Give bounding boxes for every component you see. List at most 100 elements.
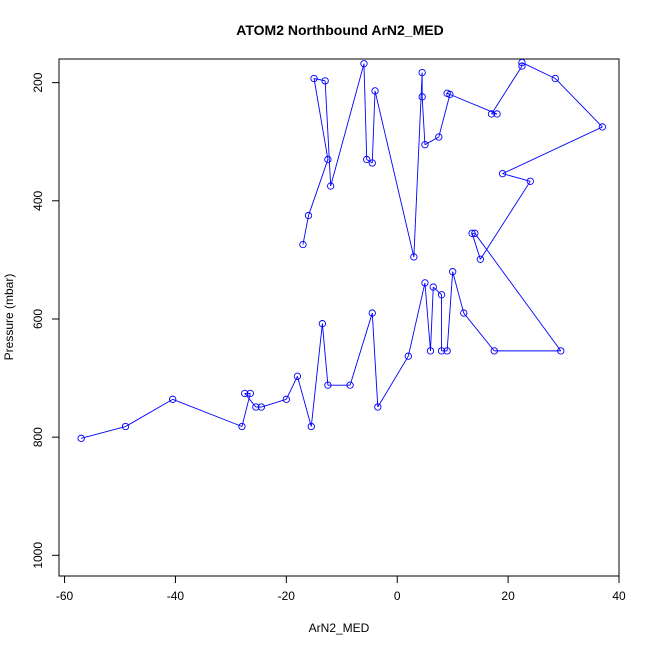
- data-point: [404, 352, 412, 360]
- series-segment: [371, 90, 376, 164]
- data-point: [421, 141, 429, 149]
- series-segment: [374, 90, 415, 258]
- data-point: [346, 381, 354, 389]
- data-point: [77, 434, 85, 442]
- data-point: [449, 268, 457, 276]
- data-point: [518, 58, 526, 67]
- series-segment: [424, 136, 440, 146]
- data-point: [246, 389, 254, 398]
- series-segment: [446, 271, 454, 351]
- series-segment: [172, 398, 243, 427]
- data-point: [121, 422, 130, 431]
- series-segment: [349, 312, 373, 386]
- y-tick-label: 200: [31, 72, 45, 92]
- data-point: [304, 211, 313, 220]
- data-point: [241, 389, 249, 398]
- data-point: [429, 283, 437, 291]
- series-segment: [554, 78, 603, 128]
- series-segment: [244, 393, 257, 408]
- data-series: [77, 58, 607, 442]
- series-segment: [413, 72, 423, 257]
- series-segment: [377, 355, 409, 408]
- series-segment: [446, 92, 498, 115]
- series-segment: [491, 65, 523, 115]
- data-point: [493, 110, 501, 118]
- series-segment: [310, 323, 323, 427]
- data-point: [371, 87, 379, 95]
- data-point: [443, 347, 451, 355]
- data-point: [238, 422, 246, 431]
- x-tick-label: -40: [167, 589, 185, 603]
- data-point: [518, 62, 526, 70]
- data-point: [551, 74, 559, 83]
- series-segment: [502, 173, 531, 182]
- series-segment: [446, 92, 451, 95]
- data-point: [368, 309, 376, 317]
- data-point: [282, 395, 290, 403]
- series-segment: [430, 287, 434, 351]
- data-point: [169, 395, 177, 403]
- data-point: [374, 403, 382, 411]
- series-segment: [424, 282, 431, 351]
- data-point: [526, 177, 534, 185]
- y-tick-label: 800: [31, 427, 45, 447]
- data-point: [437, 291, 446, 299]
- series-segment: [313, 78, 329, 160]
- data-point: [252, 403, 260, 411]
- data-point: [368, 159, 376, 167]
- series-segment: [502, 126, 603, 175]
- x-tick-label: -60: [56, 589, 74, 603]
- data-point: [435, 133, 443, 141]
- data-point: [410, 253, 418, 261]
- data-point: [418, 68, 426, 77]
- series-segment: [480, 181, 531, 260]
- data-point: [363, 155, 371, 164]
- data-point: [421, 279, 429, 287]
- series-segment: [324, 80, 332, 187]
- data-point: [327, 182, 335, 190]
- x-tick-label: 0: [394, 589, 401, 603]
- x-tick-label: 40: [612, 589, 626, 603]
- data-point: [598, 123, 607, 131]
- series-segment: [363, 63, 368, 160]
- plot-frame: [58, 58, 620, 577]
- data-point: [426, 347, 435, 355]
- data-point: [437, 347, 446, 355]
- x-axis: -60 -40 -20 0 20 40: [56, 576, 626, 603]
- series-segment: [125, 398, 173, 427]
- series-segment: [321, 323, 329, 386]
- data-point: [293, 372, 302, 380]
- series-segment: [471, 233, 481, 260]
- series-segment: [313, 78, 326, 82]
- series-segment: [452, 271, 465, 314]
- x-tick-label: -20: [278, 589, 296, 603]
- series-segment: [81, 426, 126, 439]
- data-point: [476, 255, 485, 263]
- series-segment: [432, 286, 442, 296]
- series-segment: [330, 63, 365, 187]
- series-segment: [302, 215, 309, 245]
- data-point: [557, 347, 565, 355]
- data-point: [299, 240, 307, 249]
- series-segment: [474, 233, 562, 352]
- data-point: [487, 110, 496, 118]
- x-axis-label: ArN2_MED: [309, 621, 370, 635]
- data-point: [257, 403, 266, 411]
- series-segment: [421, 96, 426, 145]
- series-segment: [521, 62, 556, 79]
- data-point: [318, 320, 327, 328]
- y-axis-label: Pressure (mbar): [2, 274, 16, 361]
- data-point: [324, 381, 332, 389]
- data-point: [324, 155, 332, 164]
- data-point: [468, 229, 476, 237]
- y-tick-label: 1000: [31, 542, 45, 569]
- chart-title: ATOM2 Northbound ArN2_MED: [236, 22, 443, 38]
- data-point: [321, 77, 329, 85]
- data-point: [418, 93, 426, 101]
- data-point: [490, 347, 498, 355]
- x-tick-label: 20: [501, 589, 515, 603]
- series-segment: [463, 312, 495, 352]
- series-segment: [285, 376, 298, 400]
- y-axis: 200 400 600 800 1000: [31, 72, 59, 569]
